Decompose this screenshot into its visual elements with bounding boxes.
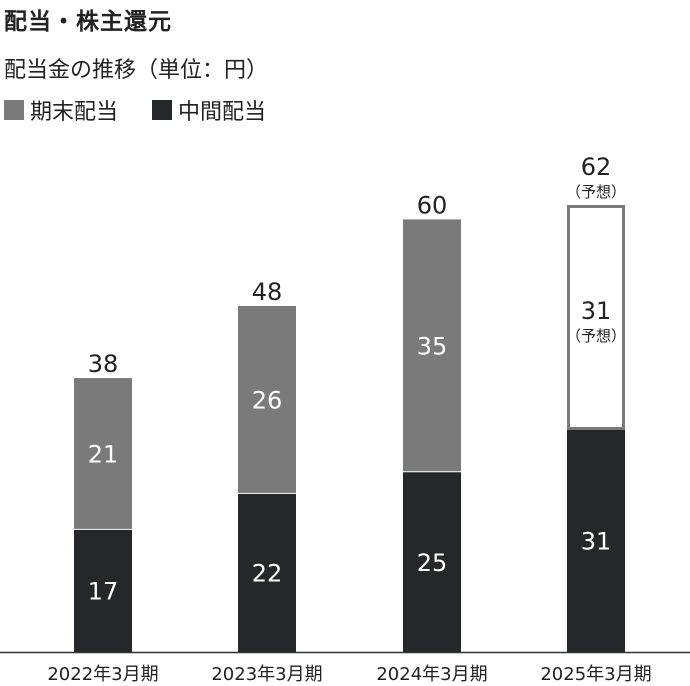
bar-interim <box>74 529 132 652</box>
bar-final-forecast <box>567 205 625 430</box>
data-label-interim: 22 <box>252 560 283 588</box>
x-tick-label: 2024年3月期 <box>376 664 487 685</box>
bar-final <box>403 219 461 472</box>
legend-item-final: 期末配当 <box>4 94 118 126</box>
legend-swatch-final <box>4 100 24 120</box>
total-forecast-note: （予想） <box>566 183 626 201</box>
total-label: 48 <box>252 278 283 306</box>
data-label-final: 26 <box>252 387 283 415</box>
bar-final <box>74 378 132 530</box>
bar-final <box>238 305 296 494</box>
legend: 期末配当 中間配当 <box>4 94 300 126</box>
data-label-interim: 17 <box>88 578 119 606</box>
bar-interim <box>567 428 625 652</box>
bar-interim <box>403 471 461 652</box>
bar-interim <box>238 493 296 652</box>
x-tick-label: 2022年3月期 <box>47 664 158 685</box>
data-label-interim: 31 <box>581 527 612 555</box>
data-label-final: 21 <box>88 441 119 469</box>
legend-label-interim: 中間配当 <box>178 100 267 125</box>
legend-label-final: 期末配当 <box>30 100 119 125</box>
chart-subtitle: 配当金の推移（単位：円） <box>4 58 269 83</box>
total-label: 38 <box>88 350 119 378</box>
chart-title: 配当・株主還元 <box>4 9 172 35</box>
data-label-final: 31 <box>581 297 612 325</box>
forecast-note-label: （予想） <box>566 327 626 345</box>
total-label: 60 <box>417 191 448 219</box>
x-tick-label: 2023年3月期 <box>211 664 322 685</box>
data-label-interim: 25 <box>417 549 448 577</box>
legend-item-interim: 中間配当 <box>152 94 266 126</box>
x-tick-label: 2025年3月期 <box>540 664 651 685</box>
total-label: 62 <box>581 153 612 181</box>
legend-swatch-interim <box>152 100 173 120</box>
data-label-final: 35 <box>417 333 448 361</box>
